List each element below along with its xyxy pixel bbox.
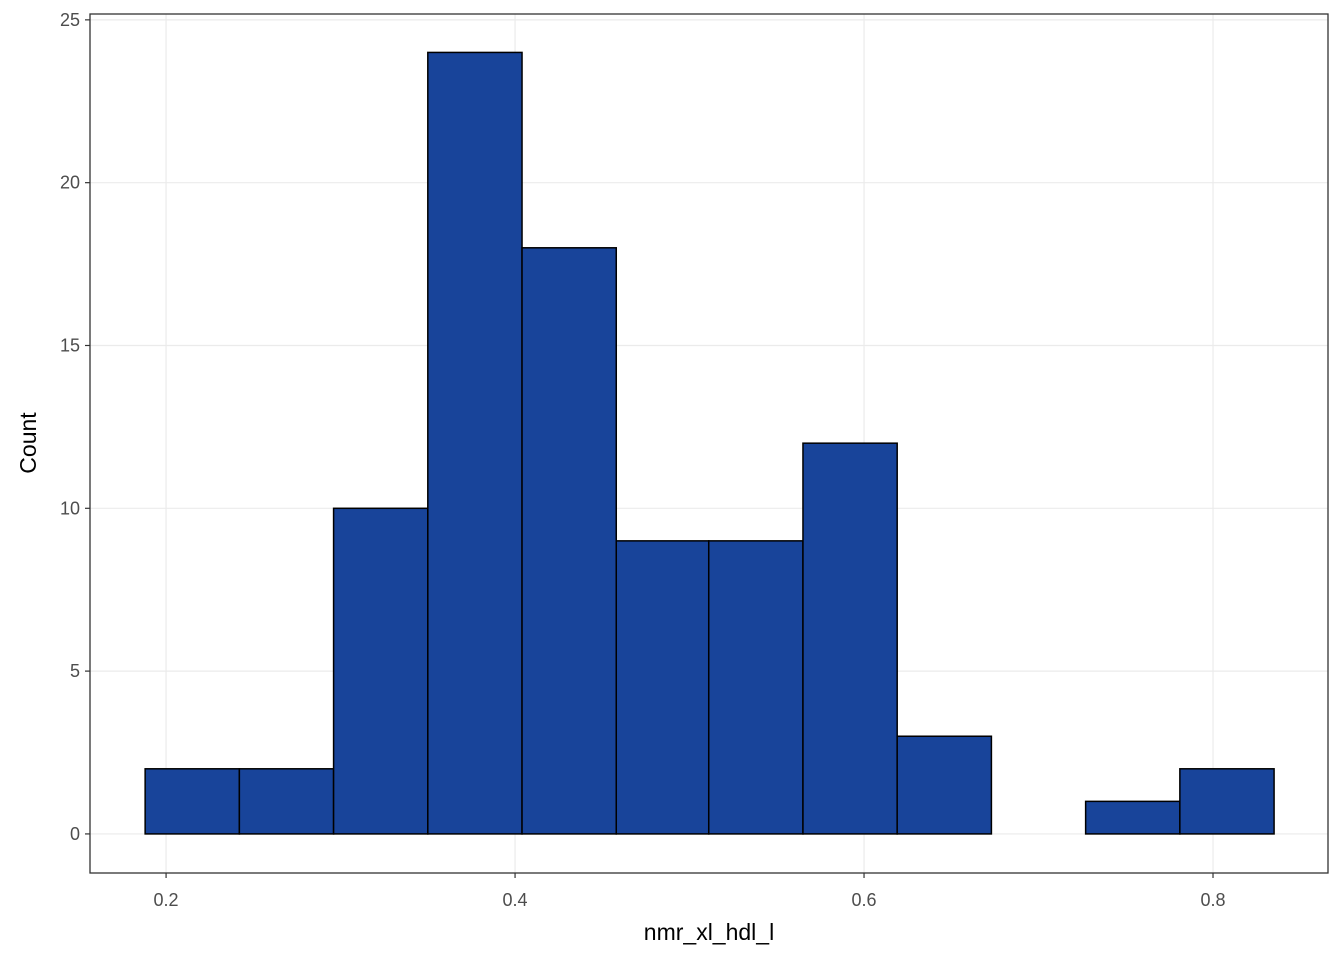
bar <box>238 768 335 835</box>
y-tick-label: 15 <box>60 335 80 355</box>
y-tick-label: 10 <box>60 498 80 518</box>
bar <box>896 735 993 835</box>
x-tick-label: 0.8 <box>1200 890 1225 910</box>
x-tick-label: 0.4 <box>503 890 528 910</box>
bar <box>615 540 710 835</box>
y-axis-title: Count <box>15 412 41 474</box>
x-axis-title: nmr_xl_hdl_l <box>644 919 774 945</box>
bar <box>1179 768 1275 835</box>
y-tick-label: 25 <box>60 10 80 30</box>
x-tick-label: 0.6 <box>852 890 877 910</box>
x-tick-label: 0.2 <box>154 890 179 910</box>
bar <box>332 507 429 835</box>
y-tick-label: 20 <box>60 173 80 193</box>
bar <box>802 442 898 835</box>
bar <box>427 51 523 835</box>
bar <box>144 768 241 835</box>
plot-border <box>89 13 1329 874</box>
y-tick-label: 0 <box>70 824 80 844</box>
y-tick-label: 5 <box>70 661 80 681</box>
bar <box>521 247 618 835</box>
bar <box>1084 800 1181 835</box>
bar <box>707 540 804 835</box>
